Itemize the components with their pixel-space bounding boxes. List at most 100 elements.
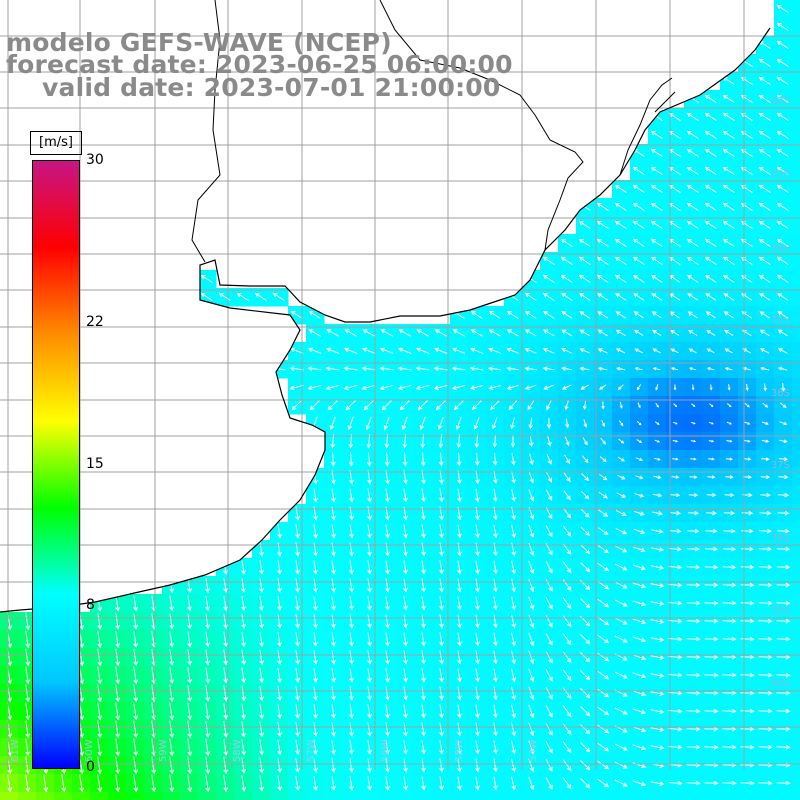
wind-arrow xyxy=(668,744,683,750)
wind-arrow xyxy=(493,740,498,755)
wind-arrow xyxy=(365,416,372,431)
wind-speed-cell xyxy=(738,792,757,800)
wind-arrow xyxy=(25,702,31,721)
wind-arrow xyxy=(349,560,354,575)
wind-arrow xyxy=(704,94,717,104)
wind-arrow xyxy=(542,256,555,266)
wind-arrow xyxy=(759,348,770,354)
wind-arrow xyxy=(289,384,304,391)
wind-arrow xyxy=(381,400,392,411)
wind-arrow xyxy=(654,439,661,443)
wind-arrow xyxy=(614,707,628,715)
border-line-uruguay xyxy=(191,0,221,263)
wind-speed-cell xyxy=(90,792,109,800)
wind-speed-cell xyxy=(792,594,800,613)
wind-arrow xyxy=(385,650,390,665)
wind-arrow xyxy=(704,112,717,122)
wind-arrow xyxy=(97,738,103,757)
wind-arrow xyxy=(686,546,701,552)
wind-arrow xyxy=(367,488,372,503)
wind-arrow xyxy=(241,775,247,792)
wind-arrow xyxy=(349,758,354,773)
wind-arrow xyxy=(562,705,572,718)
wind-speed-cell xyxy=(198,792,217,800)
wind-arrow xyxy=(727,384,731,391)
wind-arrow xyxy=(331,668,336,683)
wind-arrow xyxy=(277,631,282,648)
wind-arrow xyxy=(762,402,769,408)
wind-arrow xyxy=(561,366,572,372)
wind-arrow xyxy=(457,668,462,683)
wind-arrow xyxy=(313,686,318,701)
wind-arrow xyxy=(777,492,790,498)
wind-arrow xyxy=(367,650,372,665)
wind-arrow xyxy=(488,347,501,354)
wind-arrow xyxy=(724,367,733,371)
colorbar-tick-label: 22 xyxy=(86,313,104,330)
wind-arrow xyxy=(597,760,610,770)
wind-arrow xyxy=(379,366,394,371)
wind-speed-cell xyxy=(126,792,145,800)
wind-arrow xyxy=(668,618,683,624)
wind-arrow xyxy=(331,578,336,593)
wind-arrow xyxy=(366,452,372,467)
wind-arrow xyxy=(578,238,591,248)
wind-arrow xyxy=(380,329,393,337)
wind-arrow xyxy=(223,721,229,738)
wind-arrow xyxy=(528,776,535,791)
wind-arrow xyxy=(493,758,498,773)
wind-arrow xyxy=(691,421,696,425)
wind-arrow xyxy=(349,740,354,755)
wind-arrow xyxy=(758,726,773,732)
wind-arrow xyxy=(632,636,647,643)
wind-arrow xyxy=(421,596,426,611)
wind-arrow xyxy=(493,578,498,593)
wind-arrow xyxy=(133,613,138,630)
wind-arrow xyxy=(758,600,773,606)
wind-arrow xyxy=(307,366,322,371)
wind-arrow xyxy=(169,756,175,775)
wind-speed-cell xyxy=(216,792,235,800)
wind-speed-cell xyxy=(792,378,800,397)
wind-arrow xyxy=(223,595,228,612)
wind-arrow xyxy=(169,631,174,648)
wind-arrow xyxy=(295,650,300,665)
wind-arrow xyxy=(259,739,264,756)
wind-arrow xyxy=(349,524,354,539)
wind-arrow xyxy=(259,703,264,720)
wind-arrow xyxy=(722,202,735,212)
wind-arrow xyxy=(241,757,247,774)
wind-arrow xyxy=(545,632,553,646)
wind-arrow xyxy=(528,560,535,575)
wind-arrow xyxy=(295,578,300,593)
wind-arrow xyxy=(776,256,789,266)
wind-arrow xyxy=(420,434,426,449)
wind-arrow xyxy=(740,654,755,660)
wind-arrow xyxy=(403,488,408,503)
wind-arrow xyxy=(740,546,755,552)
wind-arrow xyxy=(580,634,591,645)
wind-arrow xyxy=(331,488,336,503)
wind-arrow xyxy=(385,704,390,719)
wind-arrow xyxy=(598,491,608,499)
wind-arrow xyxy=(528,417,534,430)
wind-arrow xyxy=(632,690,647,697)
wind-arrow xyxy=(457,686,462,701)
wind-arrow xyxy=(325,366,340,371)
wind-arrow xyxy=(740,672,755,678)
wind-arrow xyxy=(313,524,318,539)
wind-arrow xyxy=(97,774,103,793)
wind-arrow xyxy=(367,470,372,485)
wind-arrow xyxy=(597,742,610,752)
wind-arrow xyxy=(511,740,516,755)
wind-arrow xyxy=(758,112,771,122)
wind-arrow xyxy=(615,563,628,571)
wind-arrow xyxy=(670,348,679,354)
wind-arrow xyxy=(561,329,573,337)
wind-arrow xyxy=(546,418,552,429)
wind-arrow xyxy=(669,528,682,534)
wind-arrow xyxy=(634,366,643,371)
wind-arrow xyxy=(758,184,771,194)
wind-arrow xyxy=(561,384,572,390)
wind-arrow xyxy=(223,577,228,594)
